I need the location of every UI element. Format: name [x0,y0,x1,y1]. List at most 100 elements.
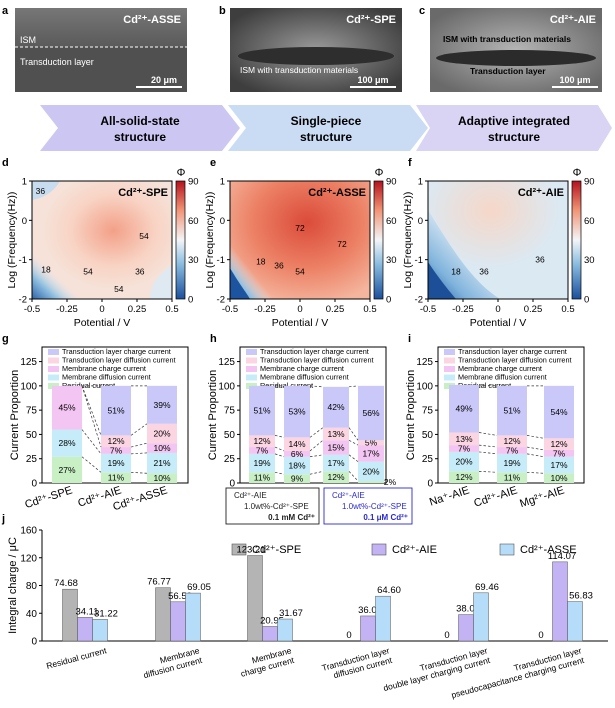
legend-label: Transduction layer diffusion current [458,356,572,365]
arrow-adaptive [416,105,612,151]
category-label: Na⁺-AIE [428,484,471,508]
segment-label: 9% [291,474,304,484]
segment-label: 27% [58,465,75,475]
arrow-3-line-1: Adaptive integrated [458,114,570,128]
micrograph-a-label-ism: ISM [20,35,36,45]
y-tick-label: 75 [422,406,434,417]
y-tick-label: 1 [22,177,27,188]
panel-label-f: f [408,157,412,169]
y-tick-label: 50 [224,430,236,441]
bar-segment [544,438,574,450]
bar-segment [147,385,177,424]
bar-value-label: 20.95 [260,615,284,626]
connector-line [526,453,545,458]
category-label: Cd²⁺-AIE [472,484,518,509]
group-caption-line: 1.0wt%-Cd²⁺-SPE [244,502,309,511]
bar-segment [101,447,131,454]
category-label: Residual current [45,645,108,671]
bar-segment [497,385,527,436]
legend-swatch [246,374,257,381]
segment-label: 7% [553,448,566,458]
y-tick-label: 0 [229,479,235,490]
arrow-all-solid-state [40,105,240,151]
connector-line [309,385,324,388]
segment-label: 12% [455,472,472,482]
segment-label: 14% [288,439,305,449]
colorbar-f [572,181,581,299]
bar-segment [497,453,527,473]
segment-label: 12% [550,439,567,449]
category-label: Membranediffusion current [140,645,204,680]
heatmap-title: Cd²⁺-SPE [118,187,168,199]
colorbar-tick: 0 [188,295,193,306]
connector-line [348,385,359,388]
connector-line [309,427,324,438]
x-tick-label: 0.5 [363,304,376,315]
group-caption-box [225,487,320,525]
segment-label: 12% [503,436,520,446]
segment-label: 2% [384,477,397,487]
bar-segment [52,385,82,430]
y-tick-label: 0 [31,637,37,648]
category-label: Membranecharge current [237,645,296,679]
bar-segment [497,435,527,448]
heatmap-f-field [428,181,568,299]
scalebar-c-text: 100 μm [559,75,590,85]
legend-label: Transduction layer charge current [458,347,567,356]
bar-segment [101,385,131,436]
colorbar-tick: 90 [188,177,199,188]
segment-label: 10% [153,443,170,453]
segment-label: 53% [288,407,305,417]
y-tick-label: 40 [26,609,38,620]
legend-swatch [246,349,257,355]
y-axis-label: Current Proportion [9,370,21,461]
segment-label: 12% [253,436,270,446]
y-tick-label: 125 [416,357,433,368]
legend-swatch [444,349,455,355]
bar-value-label: 114.07 [548,551,576,562]
micrograph-c-label-ism: ISM with transduction materials [443,34,571,44]
y-tick-label: -2 [217,295,225,306]
bar-segment [284,456,310,475]
bar-segment [358,461,384,482]
segment-label: 56% [362,408,379,418]
x-tick-label: 0.25 [326,304,345,315]
group-caption-line: Cd²⁺-AIE [332,491,365,500]
heatmap-2: Cd²⁺-AIE 18 36 36 -0.5 -0.25 0 0.25 0.5 Potential… [402,167,595,329]
segment-label: 13% [455,434,472,444]
legend-swatch [48,357,59,364]
contour-label: 54 [295,266,305,276]
y-tick-label: 0 [31,479,37,490]
bar-segment [284,450,310,457]
x-axis-label: Potential / V [272,317,329,329]
arrow-1-line-2: structure [114,130,166,144]
category-label: Transduction layerdiffusion current [321,645,394,682]
contour-label: 72 [295,223,305,233]
x-tick-label: -0.25 [452,304,474,315]
segment-label: 11% [108,473,125,483]
y-tick-label: 80 [26,581,38,592]
panel-label-e: e [210,157,216,169]
bar-value-label: 34.11 [75,606,98,617]
bar-segment [323,386,349,428]
segment-label: 13% [327,429,344,439]
y-tick-label: -1 [19,255,27,266]
bar-value-label: 31.67 [279,608,303,619]
legend-swatch [499,543,515,556]
y-axis-label: Log (Frequency(Hz)) [204,192,216,289]
heatmap-1: Cd²⁺-ASSE 72 72 18 36 54 -0.5 -0.25 0 0.25 0.5 Pote… [204,167,397,329]
y-tick-label: 160 [20,526,37,537]
segment-label: 11% [254,473,271,483]
legend-swatch [246,357,257,364]
connector-line [130,423,148,436]
x-tick-label: 0.5 [561,304,574,315]
legend-label: Membrane diffusion current [458,373,547,382]
y-tick-label: 25 [422,454,434,465]
bar-segment [101,472,131,483]
bar-segment [544,456,574,474]
colorbar-frame [175,180,186,300]
segment-label: 51% [107,406,124,416]
bar-segment [544,473,574,483]
bar-value-label: 36.09 [358,605,382,616]
